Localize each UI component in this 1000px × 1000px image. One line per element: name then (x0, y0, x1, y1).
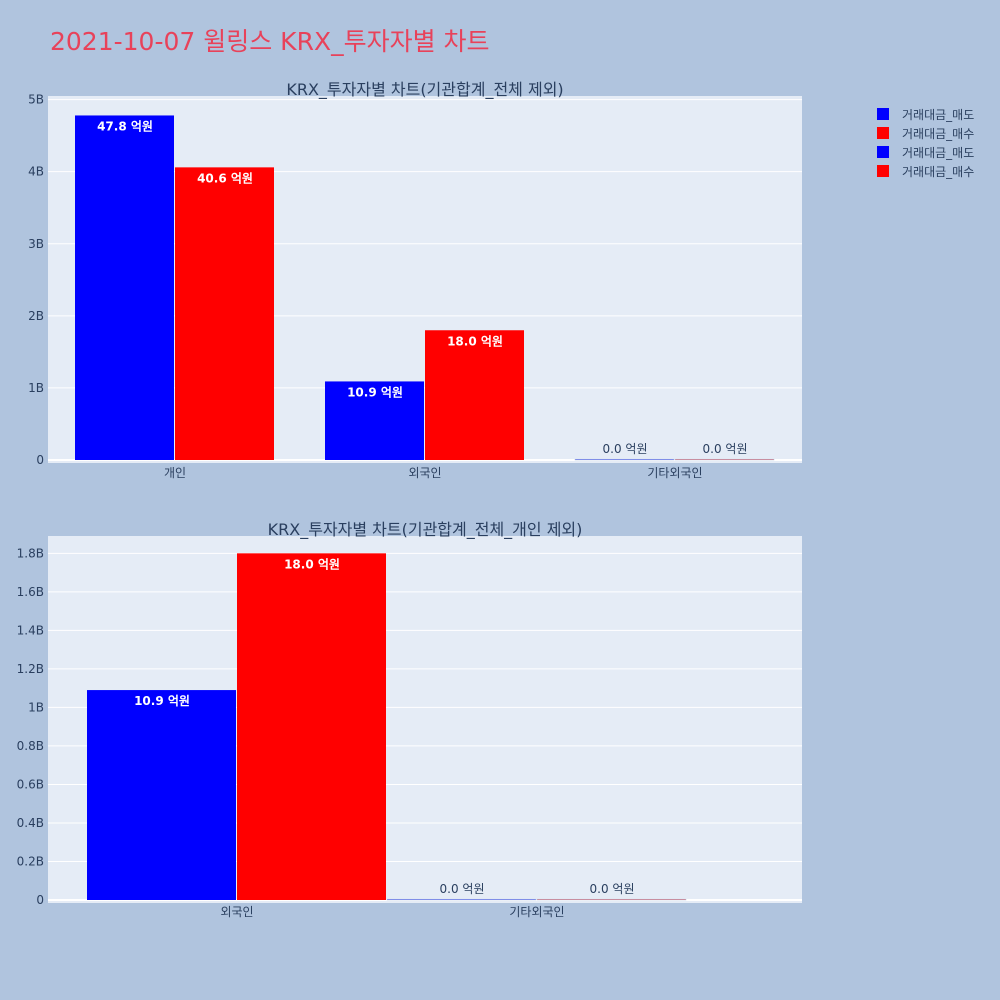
x-tick-label: 외국인 (220, 905, 253, 919)
y-tick-label: 1.2B (17, 662, 44, 676)
x-tick-label: 외국인 (408, 466, 441, 480)
y-tick-label: 0.2B (17, 854, 44, 868)
legend-label: 거래대금_매도 (902, 108, 974, 122)
legend-swatch (877, 146, 889, 158)
y-tick-label: 1B (28, 700, 44, 714)
bar (87, 690, 236, 900)
chart-title: KRX_투자자별 차트(기관합계_전체_개인 제외) (268, 520, 583, 540)
bar (325, 381, 424, 460)
x-tick-label: 개인 (164, 466, 186, 480)
bar-data-label: 0.0 억원 (603, 442, 648, 456)
bar-data-label: 10.9 억원 (347, 385, 403, 399)
bar-data-label: 0.0 억원 (590, 882, 635, 896)
bar-data-label: 18.0 억원 (447, 334, 503, 348)
y-tick-label: 3B (28, 237, 44, 251)
bar (175, 167, 274, 461)
y-tick-label: 0 (36, 893, 44, 907)
bar (425, 330, 524, 460)
bar-data-label: 18.0 억원 (284, 557, 340, 571)
legend-label: 거래대금_매도 (902, 146, 974, 160)
y-tick-label: 0.4B (17, 816, 44, 830)
legend-swatch (877, 127, 889, 139)
bar (386, 898, 537, 901)
page-title: 2021-10-07 윌링스 KRX_투자자별 차트 (50, 27, 490, 56)
bar-data-label: 0.0 억원 (703, 442, 748, 456)
chart-2: 0 0.2B 0.4B 0.6B 0.8B 1B 1.2B 1.4B 1.6B 1.8B KRX_투… (17, 520, 802, 919)
y-tick-label: 0.8B (17, 739, 44, 753)
y-tick-label: 5B (28, 93, 44, 107)
y-tick-label: 0.6B (17, 777, 44, 791)
x-tick-label: 기타외국인 (509, 905, 564, 919)
bar-data-label: 47.8 억원 (97, 119, 153, 133)
bar (536, 898, 687, 901)
bar (237, 553, 386, 900)
legend-swatch (877, 108, 889, 120)
y-tick-label: 4B (28, 165, 44, 179)
y-tick-label: 1.4B (17, 623, 44, 637)
bar (75, 115, 174, 460)
y-tick-label: 1.8B (17, 546, 44, 560)
bar-data-label: 0.0 억원 (440, 882, 485, 896)
legend-label: 거래대금_매수 (902, 165, 974, 179)
legend-label: 거래대금_매수 (902, 127, 974, 141)
bar (674, 458, 775, 461)
chart-1: 0 1B 2B 3B 4B 5B KRX_투자자별 차트(기관합계_전체 제외) 47.8 억… (28, 80, 802, 480)
y-tick-label: 1B (28, 381, 44, 395)
legend-swatch (877, 165, 889, 177)
x-tick-label: 기타외국인 (647, 466, 702, 480)
y-tick-label: 2B (28, 309, 44, 323)
bar-data-label: 40.6 억원 (197, 171, 253, 185)
bar-data-label: 10.9 억원 (134, 694, 190, 708)
y-tick-label: 1.6B (17, 585, 44, 599)
bar (574, 458, 675, 461)
chart-title: KRX_투자자별 차트(기관합계_전체 제외) (286, 80, 563, 100)
y-tick-label: 0 (36, 453, 44, 467)
